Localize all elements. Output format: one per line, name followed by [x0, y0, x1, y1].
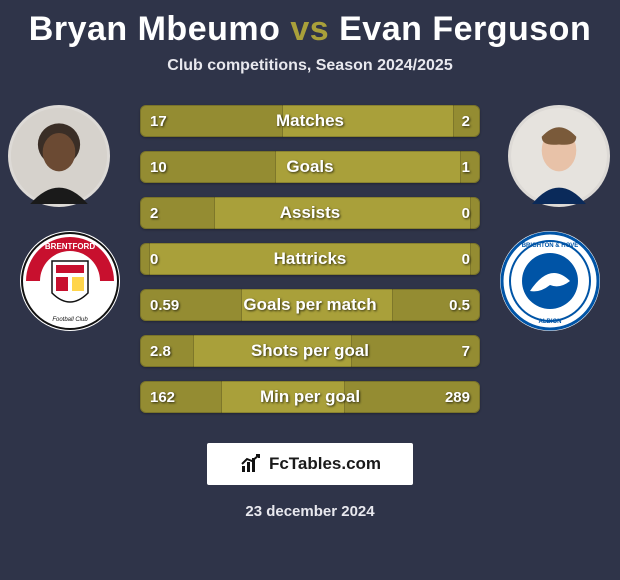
stat-row: 101Goals: [140, 151, 480, 183]
stat-right-fill: [392, 289, 480, 321]
svg-text:BRIGHTON & HOVE: BRIGHTON & HOVE: [522, 243, 579, 249]
stat-right-fill: [470, 243, 480, 275]
stat-right-value: 0: [462, 251, 470, 268]
compare-area: BRENTFORD Football Club BRIGHTON & HOVE …: [0, 105, 620, 425]
footer-date: 23 december 2024: [0, 503, 620, 520]
fctables-logo-icon: [239, 452, 263, 476]
player2-name: Evan Ferguson: [339, 10, 591, 48]
stat-left-fill: [140, 105, 283, 137]
stat-left-fill: [140, 151, 276, 183]
svg-text:Football Club: Football Club: [52, 317, 88, 323]
player-left-avatar: [8, 105, 110, 207]
stat-row: 162289Min per goal: [140, 381, 480, 413]
stat-bars: 172Matches101Goals20Assists00Hattricks0.…: [140, 105, 480, 427]
svg-text:ALBION: ALBION: [539, 319, 562, 325]
avatar-placeholder-icon: [511, 108, 607, 204]
avatar-placeholder-icon: [11, 108, 107, 204]
stat-right-fill: [453, 105, 480, 137]
player1-name: Bryan Mbeumo: [29, 10, 281, 48]
stat-right-fill: [470, 197, 480, 229]
stat-row: 2.87Shots per goal: [140, 335, 480, 367]
stat-left-fill: [140, 243, 150, 275]
brighton-badge-icon: BRIGHTON & HOVE ALBION: [500, 231, 600, 331]
stat-left-fill: [140, 289, 242, 321]
vs-separator: vs: [290, 10, 329, 48]
stat-right-value: 0: [462, 205, 470, 222]
footer-brand-text: FcTables.com: [269, 454, 381, 474]
footer-brand-badge: FcTables.com: [207, 443, 413, 485]
stat-right-fill: [460, 151, 480, 183]
stat-left-fill: [140, 381, 222, 413]
stat-row: 0.590.5Goals per match: [140, 289, 480, 321]
stat-right-fill: [351, 335, 480, 367]
stat-left-fill: [140, 335, 194, 367]
stat-row: 20Assists: [140, 197, 480, 229]
club-right-badge: BRIGHTON & HOVE ALBION: [500, 231, 600, 331]
club-left-badge: BRENTFORD Football Club: [20, 231, 120, 331]
brentford-badge-icon: BRENTFORD Football Club: [20, 231, 120, 331]
page-title: Bryan Mbeumo vs Evan Ferguson: [0, 0, 620, 49]
player-right-avatar: [508, 105, 610, 207]
stat-left-value: 0: [150, 251, 158, 268]
stat-right-fill: [344, 381, 480, 413]
stat-row: 172Matches: [140, 105, 480, 137]
svg-text:BRENTFORD: BRENTFORD: [45, 242, 95, 251]
stat-label: Hattricks: [140, 249, 480, 269]
stat-left-fill: [140, 197, 215, 229]
subtitle: Club competitions, Season 2024/2025: [0, 57, 620, 75]
stat-row: 0 0Hattricks: [140, 243, 480, 275]
